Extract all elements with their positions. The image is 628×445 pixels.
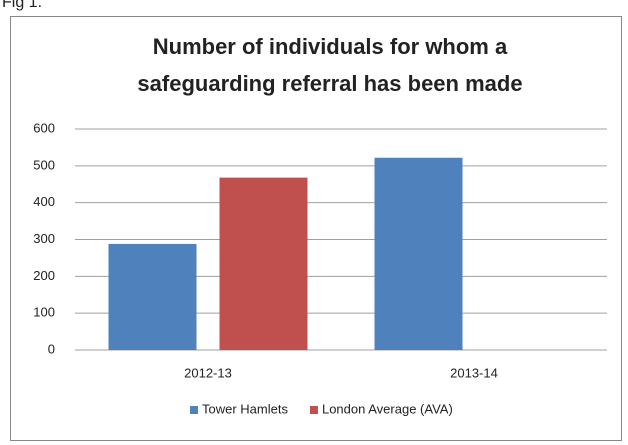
bar [219, 177, 308, 350]
caption: Fig 1. [2, 0, 42, 11]
legend-label: London Average (AVA) [322, 401, 453, 416]
chart-title: Number of individuals for whom a [153, 34, 508, 59]
y-tick-label: 600 [33, 120, 55, 135]
y-tick-label: 300 [33, 231, 55, 246]
y-tick-label: 0 [48, 341, 55, 356]
legend-label: Tower Hamlets [202, 401, 288, 416]
x-tick-label: 2012-13 [184, 365, 232, 380]
x-tick-label: 2013-14 [450, 365, 498, 380]
chart-title: safeguarding referral has been made [137, 71, 522, 96]
y-tick-label: 100 [33, 305, 55, 320]
legend-swatch [190, 406, 198, 414]
y-tick-label: 400 [33, 194, 55, 209]
bar [374, 157, 463, 350]
legend-swatch [309, 406, 318, 414]
y-tick-label: 500 [33, 157, 55, 172]
chart-frame [10, 16, 622, 441]
bar [108, 243, 197, 350]
y-tick-label: 200 [33, 268, 55, 283]
